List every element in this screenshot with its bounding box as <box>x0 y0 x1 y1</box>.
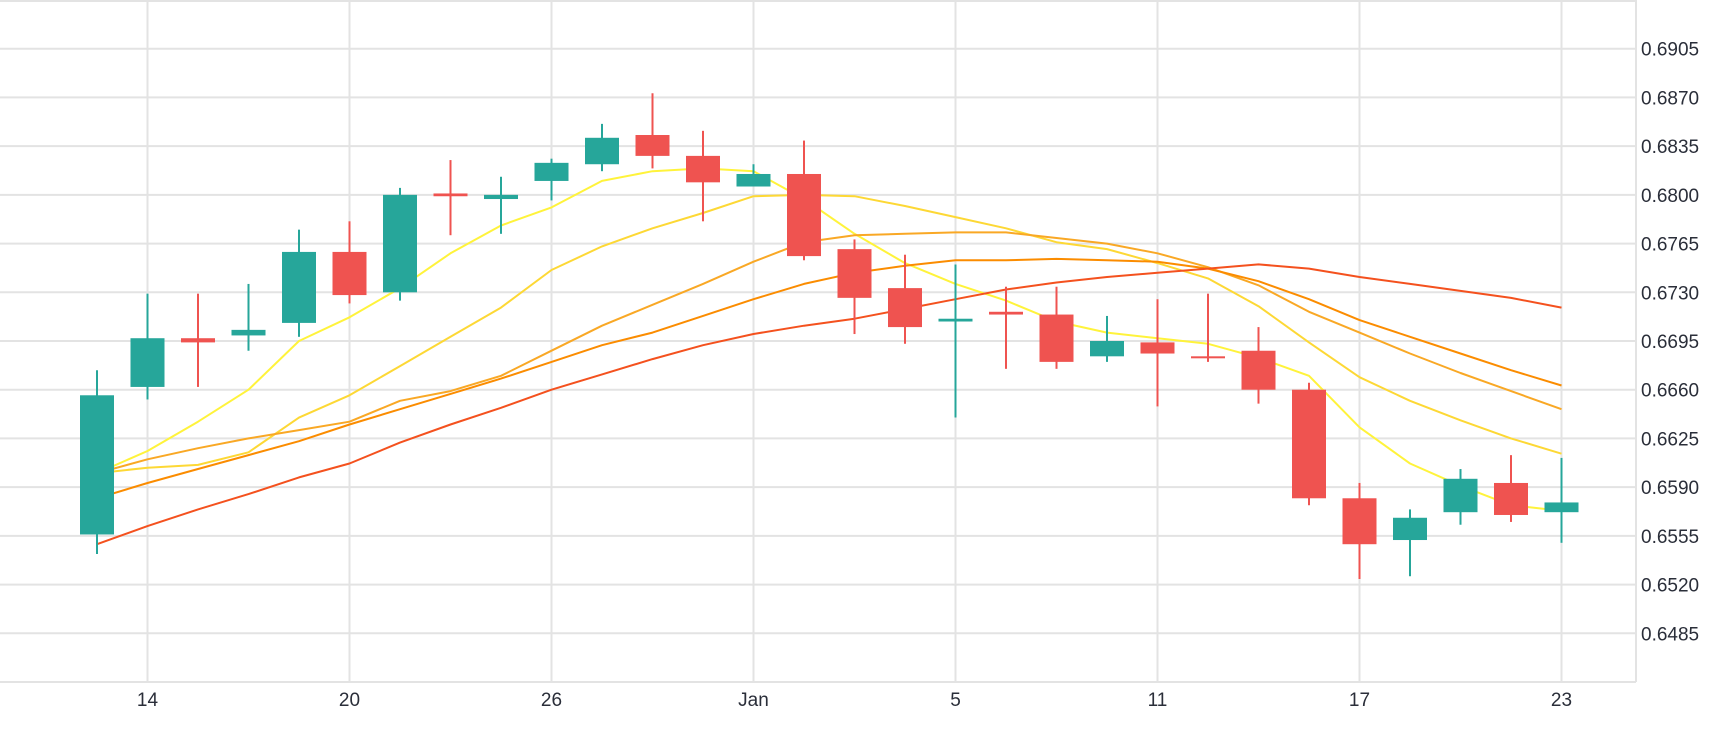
candle-body <box>1342 498 1377 545</box>
candle <box>332 221 367 304</box>
candle <box>1544 457 1579 543</box>
candle-body <box>585 137 619 165</box>
candle-body <box>231 329 266 336</box>
candle-body <box>534 162 569 181</box>
x-tick-label: 23 <box>1551 690 1572 711</box>
candle-body <box>383 194 417 293</box>
moving-average-layer <box>96 167 1562 546</box>
y-tick-label: 0.6660 <box>1641 381 1699 402</box>
candle <box>736 164 771 187</box>
candle-body <box>282 251 316 323</box>
candle-body <box>1443 478 1478 513</box>
moving-average-line-3 <box>96 231 1562 475</box>
y-tick-label: 0.6625 <box>1641 429 1699 450</box>
y-tick-label: 0.6835 <box>1641 137 1699 158</box>
moving-average-line-5 <box>96 263 1562 546</box>
candle-body <box>433 193 468 197</box>
y-tick-label: 0.6765 <box>1641 235 1699 256</box>
candle <box>130 293 165 400</box>
candle <box>80 370 114 554</box>
candle-body <box>1544 502 1579 513</box>
y-tick-label: 0.6590 <box>1641 478 1699 499</box>
y-tick-label: 0.6730 <box>1641 283 1699 304</box>
y-tick-label: 0.6870 <box>1641 88 1699 109</box>
candle <box>282 229 316 337</box>
candle-body <box>181 338 215 343</box>
candle-body <box>1191 356 1225 359</box>
candle <box>1342 482 1377 580</box>
candle-body <box>888 288 922 328</box>
candle-body <box>787 173 821 257</box>
candle-body <box>130 338 165 387</box>
moving-average-line-2 <box>96 193 1562 475</box>
axis-layer: 0.6905 0.6870 0.6835 0.6800 0.6765 0.6730 0.66… <box>0 0 1699 711</box>
candle-body <box>1494 482 1528 515</box>
y-tick-label: 0.6695 <box>1641 332 1699 353</box>
candle-body <box>484 194 518 200</box>
candle <box>1241 327 1276 404</box>
y-tick-label: 0.6800 <box>1641 186 1699 207</box>
candle <box>635 93 670 169</box>
x-tick-label: 5 <box>950 690 961 711</box>
candle-body <box>1292 389 1326 499</box>
candle-body <box>989 311 1023 315</box>
candle-body <box>938 318 973 322</box>
candle-layer <box>80 93 1579 580</box>
candle <box>484 176 518 234</box>
candle-body <box>1090 341 1124 357</box>
candle <box>1443 469 1478 525</box>
candle <box>181 293 215 387</box>
candle <box>1494 455 1528 522</box>
candle <box>1039 286 1074 369</box>
candle-body <box>80 395 114 535</box>
candle-body <box>837 249 872 298</box>
candle <box>989 286 1023 369</box>
moving-average-line-1 <box>96 167 1562 512</box>
candle <box>888 254 922 344</box>
y-tick-label: 0.6485 <box>1641 624 1699 645</box>
x-tick-label: 20 <box>339 690 360 711</box>
candle <box>1393 509 1427 577</box>
x-tick-label: 14 <box>137 690 159 711</box>
grid-layer <box>0 0 1636 682</box>
candle-body <box>686 155 720 183</box>
candle <box>383 187 417 301</box>
candle <box>787 140 821 261</box>
x-tick-label: 26 <box>541 690 562 711</box>
candle-body <box>1241 350 1276 390</box>
candle-body <box>332 251 367 296</box>
x-tick-label: Jan <box>738 690 769 711</box>
candle <box>938 264 973 418</box>
candle-body <box>736 173 771 187</box>
candle <box>585 123 619 172</box>
candle <box>534 158 569 201</box>
candle <box>686 130 720 222</box>
candle-body <box>1140 342 1175 354</box>
candle <box>1090 315 1124 362</box>
candle <box>1292 382 1326 506</box>
candle <box>433 160 468 236</box>
candle-body <box>1039 314 1074 362</box>
candle <box>837 239 872 335</box>
moving-average-line-4 <box>96 257 1562 500</box>
x-tick-label: 17 <box>1349 690 1370 711</box>
candle <box>1191 293 1225 362</box>
y-tick-label: 0.6555 <box>1641 527 1699 548</box>
candle <box>231 283 266 351</box>
x-tick-label: 11 <box>1148 690 1168 711</box>
candle-body <box>1393 517 1427 541</box>
y-tick-label: 0.6520 <box>1641 576 1699 597</box>
candle-body <box>635 135 670 156</box>
y-tick-label: 0.6905 <box>1641 40 1699 61</box>
candle <box>1140 299 1175 407</box>
